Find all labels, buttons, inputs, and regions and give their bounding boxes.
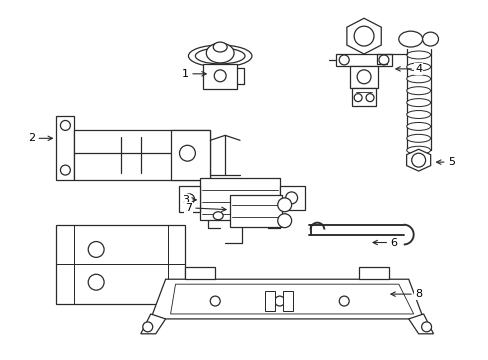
Ellipse shape	[378, 55, 388, 65]
Ellipse shape	[61, 165, 70, 175]
Ellipse shape	[214, 70, 225, 82]
Polygon shape	[178, 186, 200, 212]
Bar	[200, 178, 279, 220]
Polygon shape	[185, 267, 215, 279]
Ellipse shape	[213, 212, 223, 220]
Ellipse shape	[88, 242, 104, 257]
Text: 1: 1	[182, 69, 206, 79]
Ellipse shape	[366, 94, 373, 102]
Bar	[203, 64, 237, 89]
Ellipse shape	[213, 42, 226, 52]
Polygon shape	[406, 149, 430, 171]
Bar	[230, 195, 281, 227]
Ellipse shape	[353, 26, 373, 46]
Polygon shape	[150, 279, 423, 319]
Bar	[349, 66, 377, 88]
Ellipse shape	[88, 274, 104, 290]
Ellipse shape	[277, 214, 291, 228]
Ellipse shape	[210, 296, 220, 306]
Ellipse shape	[406, 146, 429, 154]
Ellipse shape	[61, 121, 70, 130]
Ellipse shape	[252, 212, 263, 220]
Polygon shape	[141, 314, 165, 334]
Ellipse shape	[406, 87, 429, 95]
Ellipse shape	[406, 75, 429, 83]
Bar	[279, 186, 304, 210]
Polygon shape	[336, 54, 391, 66]
Ellipse shape	[188, 45, 251, 67]
Polygon shape	[408, 314, 433, 334]
Ellipse shape	[421, 322, 431, 332]
Ellipse shape	[406, 99, 429, 107]
Ellipse shape	[406, 134, 429, 142]
Ellipse shape	[195, 48, 244, 64]
Ellipse shape	[142, 322, 152, 332]
Ellipse shape	[406, 63, 429, 71]
Ellipse shape	[339, 55, 348, 65]
Text: 6: 6	[372, 238, 397, 248]
Ellipse shape	[411, 153, 425, 167]
Polygon shape	[74, 130, 210, 180]
Ellipse shape	[184, 194, 194, 204]
Text: 7: 7	[184, 203, 225, 213]
Ellipse shape	[353, 94, 361, 102]
Ellipse shape	[179, 145, 195, 161]
Bar	[56, 225, 185, 304]
Ellipse shape	[398, 31, 422, 47]
Polygon shape	[170, 130, 210, 180]
Polygon shape	[358, 267, 388, 279]
Ellipse shape	[406, 51, 429, 59]
Polygon shape	[170, 284, 413, 314]
Ellipse shape	[277, 198, 291, 212]
Polygon shape	[346, 18, 381, 54]
Text: 5: 5	[436, 157, 454, 167]
Ellipse shape	[285, 192, 297, 204]
Bar	[351, 88, 375, 105]
Text: 4: 4	[395, 64, 421, 74]
Text: 8: 8	[390, 289, 421, 299]
Bar	[264, 291, 274, 311]
Ellipse shape	[206, 43, 234, 63]
Ellipse shape	[422, 32, 438, 46]
Ellipse shape	[356, 70, 370, 84]
Ellipse shape	[339, 296, 348, 306]
Polygon shape	[56, 116, 74, 180]
Ellipse shape	[406, 122, 429, 130]
Bar	[282, 291, 292, 311]
Text: 3: 3	[182, 195, 196, 205]
Ellipse shape	[274, 296, 284, 306]
Ellipse shape	[406, 111, 429, 118]
Text: 2: 2	[28, 133, 52, 143]
